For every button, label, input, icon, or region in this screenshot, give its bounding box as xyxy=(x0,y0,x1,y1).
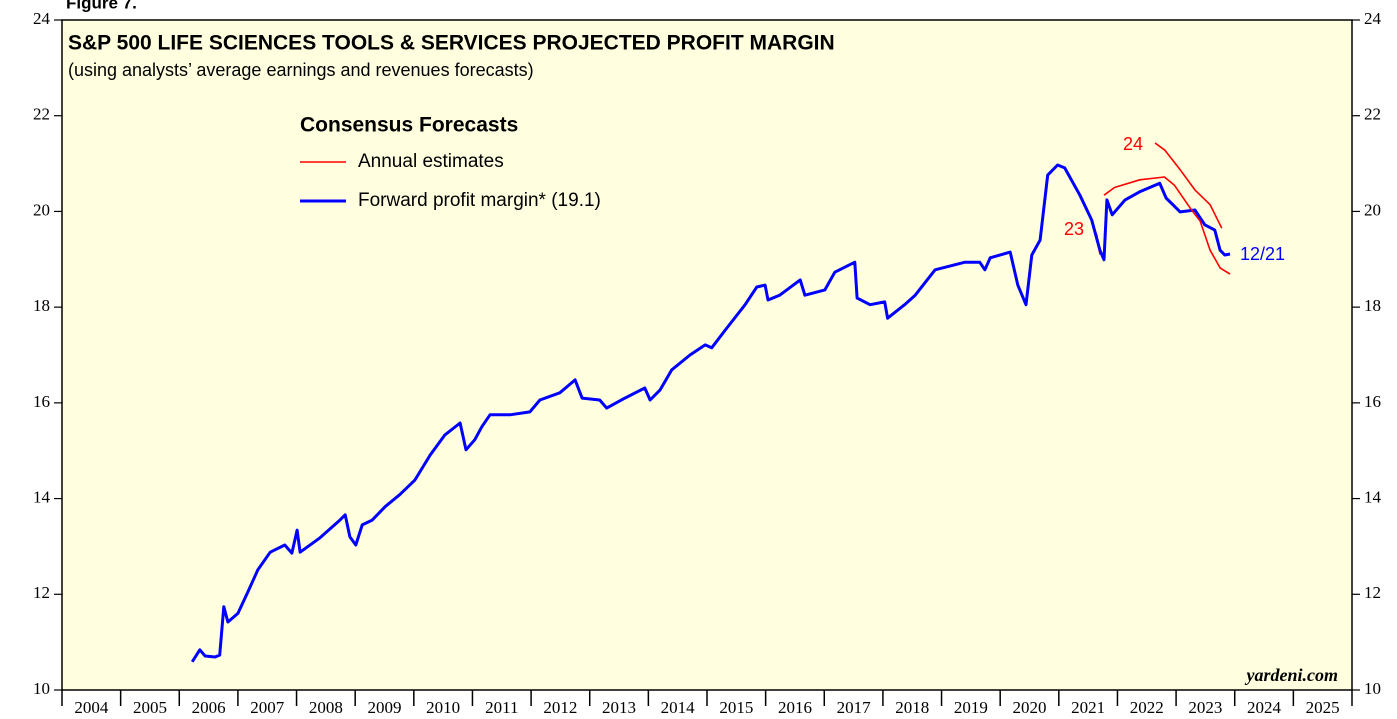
series-line xyxy=(190,163,1231,663)
legend-title: Consensus Forecasts xyxy=(300,114,518,137)
x-tick-label: 2009 xyxy=(368,698,402,717)
x-tick-label: 2007 xyxy=(250,698,285,717)
source-note: yardeni.com xyxy=(1245,665,1339,685)
x-tick-label: 2025 xyxy=(1306,698,1340,717)
annotation: 23 xyxy=(1064,219,1084,239)
y2-tick-label: 18 xyxy=(1364,296,1381,315)
annotation: 12/21 xyxy=(1240,244,1285,264)
x-tick-label: 2014 xyxy=(661,698,696,717)
x-tick-label: 2024 xyxy=(1247,698,1282,717)
y-tick-label: 12 xyxy=(33,583,50,602)
y2-tick-label: 14 xyxy=(1364,487,1382,506)
plot-area xyxy=(61,19,1353,691)
y2-tick-label: 10 xyxy=(1364,679,1381,698)
chart-title: S&P 500 LIFE SCIENCES TOOLS & SERVICES P… xyxy=(68,32,835,55)
y2-tick-label: 20 xyxy=(1364,200,1381,219)
y-tick-label: 24 xyxy=(33,9,51,28)
y2-tick-label: 12 xyxy=(1364,583,1381,602)
series-line xyxy=(1154,142,1223,229)
y2-tick-label: 24 xyxy=(1364,9,1382,28)
x-tick-label: 2017 xyxy=(837,698,872,717)
y-tick-label: 20 xyxy=(33,200,50,219)
annotation: 24 xyxy=(1123,134,1143,154)
x-tick-label: 2021 xyxy=(1071,698,1105,717)
figure-label: Figure 7. xyxy=(66,0,137,12)
x-tick-label: 2006 xyxy=(192,698,226,717)
x-tick-label: 2023 xyxy=(1188,698,1222,717)
x-tick-label: 2013 xyxy=(602,698,636,717)
y2-tick-label: 22 xyxy=(1364,105,1381,124)
x-tick-label: 2019 xyxy=(954,698,988,717)
y-tick-label: 14 xyxy=(33,487,51,506)
x-tick-label: 2004 xyxy=(74,698,109,717)
x-tick-label: 2015 xyxy=(719,698,753,717)
chart-subtitle: (using analysts’ average earnings and re… xyxy=(68,60,534,80)
y-tick-label: 10 xyxy=(33,679,50,698)
y-tick-label: 22 xyxy=(33,105,50,124)
x-tick-label: 2012 xyxy=(543,698,577,717)
x-tick-label: 2016 xyxy=(778,698,812,717)
x-tick-label: 2018 xyxy=(895,698,929,717)
legend-label: Forward profit margin* (19.1) xyxy=(358,190,601,211)
x-tick-label: 2011 xyxy=(485,698,518,717)
x-tick-label: 2010 xyxy=(426,698,460,717)
y-tick-label: 16 xyxy=(33,392,50,411)
legend-label: Annual estimates xyxy=(358,151,504,172)
x-tick-label: 2005 xyxy=(133,698,167,717)
series-line xyxy=(1103,176,1231,275)
x-tick-label: 2022 xyxy=(1130,698,1164,717)
x-tick-label: 2020 xyxy=(1013,698,1047,717)
y2-tick-label: 16 xyxy=(1364,392,1381,411)
y-tick-label: 18 xyxy=(33,296,50,315)
x-tick-label: 2008 xyxy=(309,698,343,717)
